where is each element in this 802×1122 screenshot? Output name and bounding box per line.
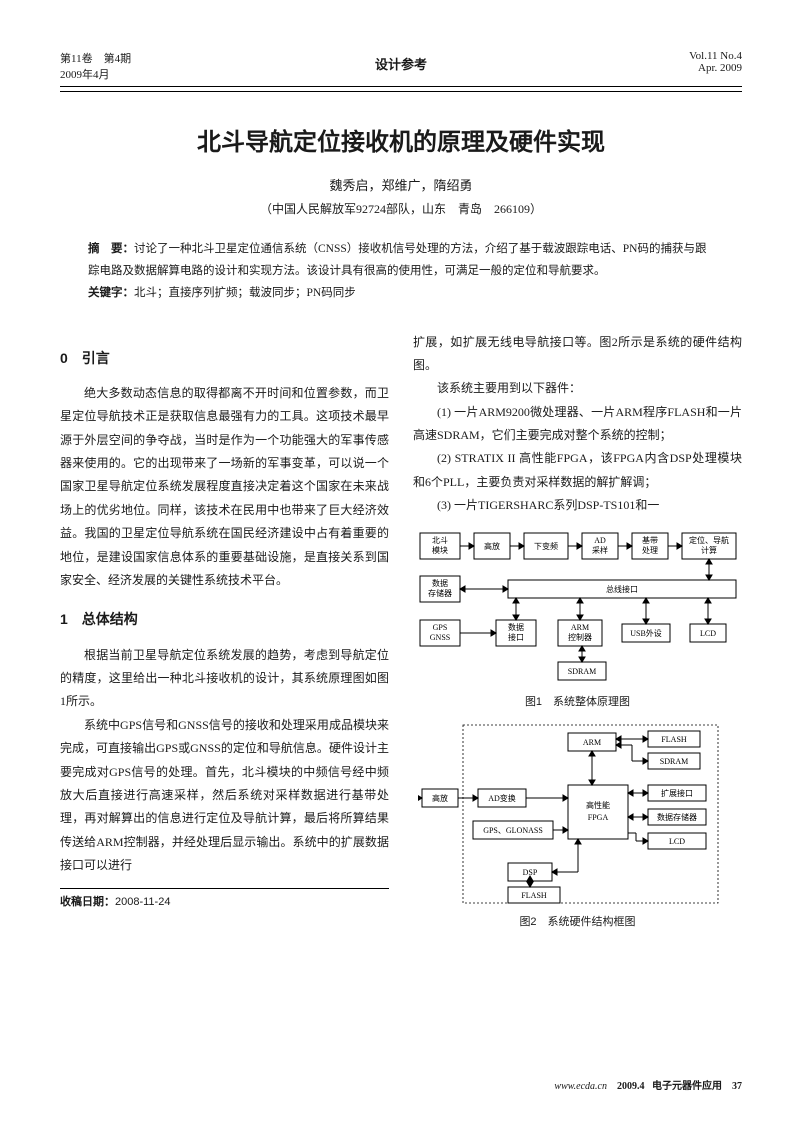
right-column: 扩展，如扩展无线电导航接口等。图2所示是系统的硬件结构图。 该系统主要用到以下器… (413, 331, 742, 940)
svg-text:LCD: LCD (700, 629, 716, 638)
svg-text:定位、导航: 定位、导航 (689, 535, 729, 545)
svg-text:USB外设: USB外设 (630, 628, 662, 638)
abstract-block: 摘 要：讨论了一种北斗卫星定位通信系统（CNSS）接收机信号处理的方法，介绍了基… (60, 239, 742, 305)
figure-2-svg: ARM FLASH SDRAM 高放 AD变换 GPS、GLONASS 高性能 F… (418, 723, 738, 908)
vol-issue-en: Vol.11 No.4 (689, 50, 742, 62)
footer-page: 37 (732, 1081, 742, 1092)
vol-issue-cn: 第11卷 第4期 (60, 50, 131, 66)
abstract-text: 摘 要：讨论了一种北斗卫星定位通信系统（CNSS）接收机信号处理的方法，介绍了基… (88, 239, 714, 283)
date-en: Apr. 2009 (689, 62, 742, 74)
right-para-2: 该系统主要用到以下器件： (413, 377, 742, 400)
svg-text:GPS: GPS (432, 623, 447, 632)
figure-1-caption: 图1 系统整体原理图 (413, 692, 742, 713)
svg-text:FLASH: FLASH (661, 735, 687, 744)
footer-journal: 电子元器件应用 (652, 1081, 722, 1092)
header-right: Vol.11 No.4 Apr. 2009 (689, 50, 742, 82)
right-para-5: (3) 一片TIGERSHARC系列DSP-TS101和一 (413, 494, 742, 517)
section-1-para-2: 系统中GPS信号和GNSS信号的接收和处理采用成品模块来完成，可直接输出GPS或… (60, 714, 389, 878)
figure-2: ARM FLASH SDRAM 高放 AD变换 GPS、GLONASS 高性能 F… (413, 723, 742, 933)
figure-1-svg: 北斗模块 高放 下变频 AD采样 基带处理 定位、导航计算 数据存储器 总线接口… (418, 528, 738, 688)
header-left: 第11卷 第4期 2009年4月 (60, 50, 131, 82)
keywords-line: 关键字：北斗；直接序列扩频；载波同步；PN码同步 (88, 283, 714, 305)
svg-text:高放: 高放 (432, 793, 448, 803)
svg-text:高性能: 高性能 (586, 800, 610, 810)
svg-text:接口: 接口 (508, 632, 524, 642)
journal-name: 设计参考 (375, 54, 427, 73)
authors: 魏秀启，郑维广，隋绍勇 (60, 175, 742, 194)
keywords-label: 关键字： (88, 287, 134, 299)
received-value: 2008-11-24 (115, 896, 170, 908)
svg-text:计算: 计算 (701, 545, 717, 555)
section-0-title: 0 引言 (60, 345, 389, 372)
svg-text:SDRAM: SDRAM (567, 667, 595, 676)
section-1-para-1: 根据当前卫星导航定位系统发展的趋势，考虑到导航定位的精度，这里给出一种北斗接收机… (60, 644, 389, 714)
svg-text:总线接口: 总线接口 (606, 584, 638, 594)
affiliation: （中国人民解放军92724部队，山东 青岛 266109） (60, 200, 742, 217)
svg-text:处理: 处理 (642, 545, 658, 555)
svg-text:SDRAM: SDRAM (659, 757, 687, 766)
received-date: 收稿日期：2008-11-24 (60, 888, 389, 913)
right-para-3: (1) 一片ARM9200微处理器、一片ARM程序FLASH和一片高速SDRAM… (413, 401, 742, 448)
svg-text:FLASH: FLASH (521, 891, 547, 900)
abstract-body: 讨论了一种北斗卫星定位通信系统（CNSS）接收机信号处理的方法，介绍了基于载波跟… (88, 243, 706, 277)
svg-text:高放: 高放 (484, 541, 500, 551)
svg-text:数据存储器: 数据存储器 (657, 812, 697, 822)
svg-text:北斗: 北斗 (432, 536, 448, 545)
svg-text:存储器: 存储器 (428, 588, 452, 598)
svg-text:模块: 模块 (432, 545, 448, 555)
svg-text:GPS、GLONASS: GPS、GLONASS (483, 826, 543, 835)
svg-text:数据: 数据 (508, 622, 524, 632)
body-columns: 0 引言 绝大多数动态信息的取得都离不开时间和位置参数，而卫星定位导航技术正是获… (60, 331, 742, 940)
date-cn: 2009年4月 (60, 66, 131, 82)
figure-1: 北斗模块 高放 下变频 AD采样 基带处理 定位、导航计算 数据存储器 总线接口… (413, 528, 742, 713)
svg-text:AD: AD (594, 536, 606, 545)
svg-text:控制器: 控制器 (568, 632, 592, 642)
svg-text:AD变换: AD变换 (488, 793, 516, 803)
svg-text:FPGA: FPGA (587, 813, 608, 822)
svg-text:GNSS: GNSS (429, 633, 449, 642)
keywords-body: 北斗；直接序列扩频；载波同步；PN码同步 (134, 287, 356, 299)
svg-text:ARM: ARM (582, 738, 600, 747)
header-rule (60, 91, 742, 92)
received-label: 收稿日期： (60, 896, 115, 908)
right-para-1: 扩展，如扩展无线电导航接口等。图2所示是系统的硬件结构图。 (413, 331, 742, 378)
svg-text:LCD: LCD (669, 837, 685, 846)
abstract-label: 摘 要： (88, 243, 134, 255)
section-0-para-1: 绝大多数动态信息的取得都离不开时间和位置参数，而卫星定位导航技术正是获取信息最强… (60, 382, 389, 593)
svg-text:基带: 基带 (642, 535, 658, 545)
figure-2-caption: 图2 系统硬件结构框图 (413, 912, 742, 933)
right-para-4: (2) STRATIX II 高性能FPGA，该FPGA内含DSP处理模块和6个… (413, 447, 742, 494)
footer-issue: 2009.4 (617, 1081, 645, 1092)
svg-text:采样: 采样 (592, 545, 608, 555)
svg-text:下变频: 下变频 (534, 541, 558, 551)
svg-text:扩展接口: 扩展接口 (661, 788, 693, 798)
article-title: 北斗导航定位接收机的原理及硬件实现 (60, 122, 742, 157)
page-header: 第11卷 第4期 2009年4月 设计参考 Vol.11 No.4 Apr. 2… (60, 50, 742, 87)
svg-text:ARM: ARM (570, 623, 588, 632)
footer-url: www.ecda.cn (554, 1081, 607, 1092)
section-1-title: 1 总体结构 (60, 606, 389, 633)
svg-text:数据: 数据 (432, 578, 448, 588)
left-column: 0 引言 绝大多数动态信息的取得都离不开时间和位置参数，而卫星定位导航技术正是获… (60, 331, 389, 940)
page-footer: www.ecda.cn 2009.4 电子元器件应用 37 (554, 1077, 742, 1092)
